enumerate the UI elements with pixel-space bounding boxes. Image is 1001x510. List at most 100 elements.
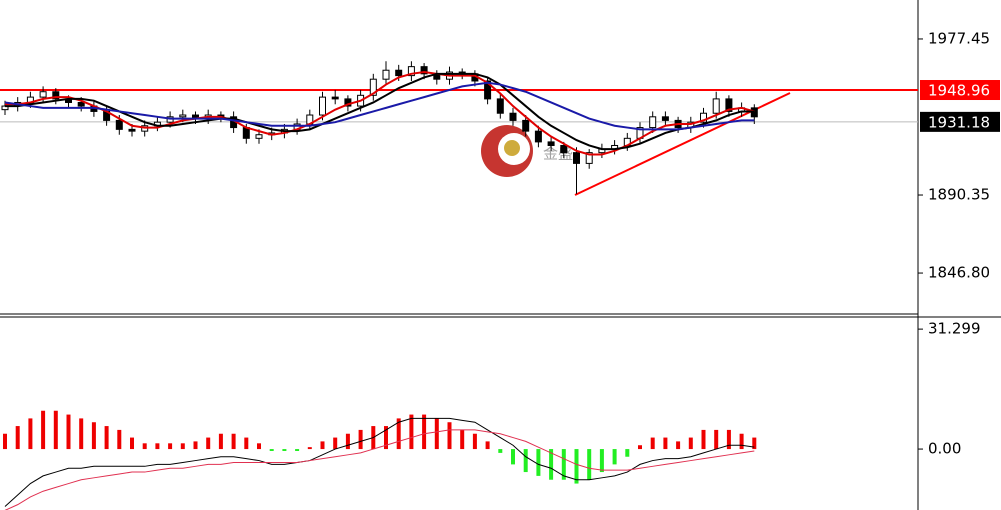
histogram-bar	[168, 443, 173, 450]
histogram-bar	[574, 449, 579, 484]
histogram-bar	[447, 422, 452, 450]
histogram-bar	[79, 418, 84, 450]
y-tick-label: 0.00	[928, 440, 961, 458]
histogram-bar	[307, 447, 312, 450]
histogram-bar	[460, 429, 465, 450]
candle-body	[382, 69, 390, 80]
histogram-bar	[536, 449, 541, 476]
histogram-bar	[714, 429, 719, 450]
logo-dot	[504, 140, 520, 156]
candle-body	[407, 66, 415, 77]
candle-body	[585, 152, 593, 164]
histogram-bar	[625, 449, 630, 457]
candle-body	[369, 78, 377, 96]
histogram-bar	[739, 433, 744, 450]
histogram-bar	[41, 410, 46, 450]
histogram-bar	[396, 418, 401, 450]
histogram-bar	[612, 449, 617, 465]
histogram-bar	[663, 437, 668, 450]
histogram-bar	[206, 437, 211, 450]
indicator-line	[5, 71, 755, 156]
candle-body	[496, 98, 504, 114]
candle-body	[179, 114, 187, 118]
histogram-bar	[587, 449, 592, 480]
histogram-bar	[53, 410, 58, 450]
indicator-line	[5, 72, 755, 151]
histogram-bar	[130, 437, 134, 450]
histogram-bar	[638, 445, 642, 450]
candle-body	[560, 144, 568, 154]
histogram-bar	[599, 449, 604, 473]
histogram-bar	[320, 441, 325, 450]
watermark: 金盛	[481, 125, 573, 177]
histogram-bar	[472, 433, 477, 450]
histogram-bar	[358, 429, 363, 450]
histogram-bar	[752, 437, 757, 450]
candle-body	[331, 96, 339, 100]
indicator-line	[4, 429, 755, 510]
histogram-bar	[498, 449, 503, 453]
histogram-bar	[726, 429, 731, 450]
candle-body	[420, 66, 428, 75]
candle-body	[725, 98, 733, 112]
histogram-bar	[688, 437, 693, 450]
candle-body	[573, 152, 580, 164]
candle-body	[39, 91, 47, 98]
histogram-bar	[561, 449, 566, 480]
y-tick-label: 31.299	[928, 320, 981, 338]
histogram-bar	[650, 437, 655, 450]
candle-body	[649, 116, 657, 129]
histogram-bar	[333, 437, 338, 450]
candle-body	[395, 69, 403, 77]
price-tag-label: 1931.18	[928, 113, 990, 131]
histogram-bar	[409, 414, 414, 450]
histogram-bar	[422, 414, 427, 450]
histogram-bar	[3, 433, 7, 450]
candle-body	[534, 130, 542, 143]
histogram-bar	[193, 441, 198, 450]
candle-body	[522, 119, 530, 132]
histogram-bar	[155, 443, 160, 450]
histogram-bar	[549, 449, 554, 480]
histogram-bar	[244, 437, 249, 450]
candle-body	[77, 101, 85, 107]
candle-body	[700, 112, 707, 123]
candle-body	[484, 80, 492, 100]
indicator-line	[4, 417, 755, 507]
histogram-bar	[257, 443, 261, 450]
histogram-bar	[231, 433, 236, 450]
price-tag-label: 1948.96	[928, 82, 990, 100]
candle-body	[547, 141, 555, 146]
histogram-bar	[91, 422, 96, 450]
y-tick-label: 1890.35	[928, 186, 990, 204]
histogram-bar	[66, 414, 71, 450]
histogram-bar	[295, 449, 300, 451]
histogram-bar	[523, 449, 528, 473]
histogram-bar	[434, 418, 439, 450]
candle-body	[661, 116, 669, 121]
candle-body	[712, 98, 720, 114]
candle-body	[509, 112, 517, 121]
histogram-bar	[345, 433, 350, 450]
indicator-line	[4, 81, 755, 131]
histogram-bar	[485, 441, 490, 450]
histogram-bar	[117, 429, 122, 450]
candle-body	[319, 96, 326, 116]
histogram-bar	[142, 443, 147, 450]
histogram-bar	[15, 426, 20, 450]
histogram-bar	[104, 426, 109, 450]
y-tick-label: 1846.80	[928, 264, 990, 282]
price-tag	[920, 80, 1000, 101]
histogram-bar	[384, 426, 388, 450]
price-tag	[920, 111, 1000, 132]
histogram-bar	[218, 433, 223, 450]
histogram-bar	[180, 443, 185, 450]
histogram-bar	[269, 449, 274, 451]
candle-body	[255, 134, 263, 139]
y-tick-label: 1977.45	[928, 29, 990, 47]
histogram-bar	[676, 441, 681, 450]
histogram-bar	[701, 429, 706, 450]
candle-body	[115, 119, 123, 130]
candle-body	[128, 128, 136, 132]
histogram-bar	[28, 418, 33, 450]
